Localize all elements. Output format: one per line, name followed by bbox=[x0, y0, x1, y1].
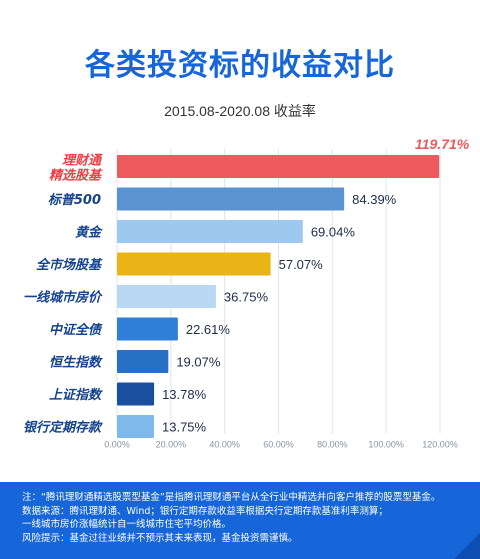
bar bbox=[117, 155, 440, 178]
footnote-line: 注：“腾讯理财通精选股票型基金”是指腾讯理财通平台从全行业中精选并向客户推荐的股… bbox=[22, 492, 441, 503]
bar bbox=[117, 382, 155, 406]
value-label: 19.07% bbox=[176, 355, 221, 370]
bar bbox=[117, 187, 345, 211]
bar bbox=[117, 220, 303, 243]
category-label: 全市场股基 bbox=[36, 257, 103, 273]
category-label: 黄金 bbox=[75, 225, 103, 241]
footnote-panel: 注：“腾讯理财通精选股票型基金”是指腾讯理财通平台从全行业中精选并向客户推荐的股… bbox=[0, 482, 480, 559]
bar bbox=[117, 285, 216, 308]
category-label: 理财通 bbox=[62, 153, 103, 169]
value-label: 13.75% bbox=[162, 420, 207, 435]
category-label: 恒生指数 bbox=[49, 355, 103, 371]
value-label: 84.39% bbox=[352, 192, 397, 207]
footnote-line: 一线城市房价涨幅统计自一线城市住宅平均价格。 bbox=[22, 519, 232, 530]
chart-subtitle: 2015.08-2020.08 收益率 bbox=[164, 103, 316, 119]
x-tick-label: 20.00% bbox=[156, 440, 187, 450]
x-tick-label: 100.00% bbox=[368, 440, 404, 450]
category-label: 精选股基 bbox=[49, 168, 103, 184]
x-tick-label: 0.00% bbox=[104, 440, 130, 450]
value-label: 69.04% bbox=[311, 225, 356, 240]
category-label: 银行定期存款 bbox=[23, 420, 103, 436]
bar bbox=[117, 415, 155, 438]
category-label: 一线城市房价 bbox=[23, 290, 103, 306]
category-label: 标普500 bbox=[48, 192, 101, 208]
value-label: 13.78% bbox=[162, 387, 207, 402]
value-label: 36.75% bbox=[224, 290, 269, 305]
x-tick-label: 60.00% bbox=[263, 440, 294, 450]
value-label: 119.71% bbox=[415, 136, 470, 152]
bar bbox=[117, 350, 169, 373]
x-tick-label: 40.00% bbox=[209, 440, 240, 450]
category-label: 中证全债 bbox=[49, 322, 103, 338]
footnote-line: 风险提示：基金过往业绩并不预示其未来表现，基金投资需谨慎。 bbox=[22, 532, 298, 544]
x-tick-label: 120.00% bbox=[422, 440, 458, 450]
bar bbox=[117, 317, 178, 341]
category-label: 上证指数 bbox=[49, 387, 103, 403]
footnote-line: 数据来源：腾讯理财通、Wind；银行定期存款收益率根据央行定期存款基准利率测算； bbox=[22, 505, 388, 517]
bar-layer bbox=[117, 155, 440, 438]
corner-decoration bbox=[454, 533, 480, 559]
value-label: 57.07% bbox=[279, 257, 324, 272]
chart-title: 各类投资标的收益对比 bbox=[85, 48, 395, 83]
value-label: 22.61% bbox=[186, 322, 231, 337]
bar bbox=[117, 252, 271, 276]
x-tick-label: 80.00% bbox=[317, 440, 348, 450]
tick-layer: 0.00% 20.00% 40.00% 60.00% 80.00% 100.00% 120.… bbox=[104, 440, 458, 450]
